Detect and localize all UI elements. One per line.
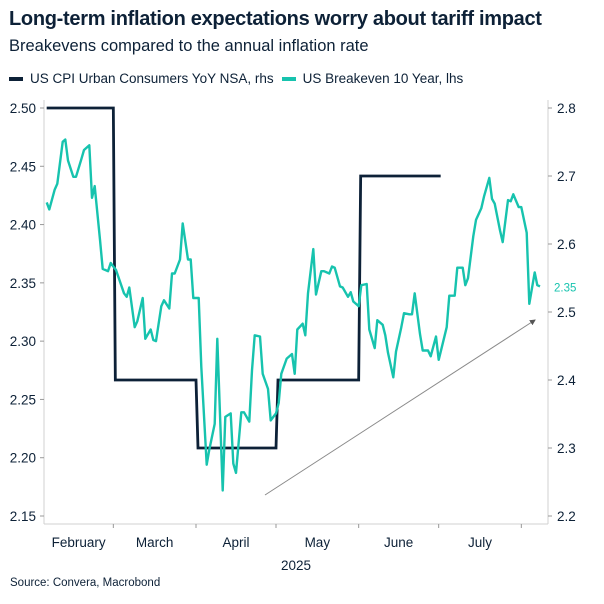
left-tick-label: 2.35	[10, 276, 36, 291]
x-tick-label: April	[222, 535, 249, 550]
cpi-series-line	[46, 106, 441, 450]
x-tick-label: February	[52, 535, 106, 550]
legend-swatch-cpi	[9, 76, 23, 81]
x-tick-label: March	[136, 535, 174, 550]
right-tick-label: 2.4	[557, 373, 576, 388]
left-tick-label: 2.45	[10, 159, 36, 174]
last-value-label: 2.35	[554, 282, 576, 294]
source-note: Source: Convera, Macrobond	[10, 577, 161, 589]
right-tick-label: 2.6	[557, 237, 576, 252]
breakeven-series-line	[45, 138, 541, 492]
left-tick-label: 2.40	[10, 218, 36, 233]
trend-arrow	[264, 319, 536, 496]
legend-label-breakeven: US Breakeven 10 Year, lhs	[302, 71, 464, 86]
left-tick-label: 2.25	[10, 392, 36, 407]
right-tick-label: 2.3	[557, 441, 576, 456]
legend: US CPI Urban Consumers YoY NSA, rhs US B…	[9, 71, 463, 86]
left-tick-label: 2.15	[10, 509, 36, 524]
x-tick-label: May	[305, 535, 331, 550]
right-tick-label: 2.8	[557, 101, 576, 116]
right-tick-label: 2.2	[557, 509, 576, 524]
chart-title: Long-term inflation expectations worry a…	[9, 8, 542, 30]
x-tick-label: June	[384, 535, 413, 550]
left-tick-label: 2.20	[10, 451, 36, 466]
right-tick-label: 2.5	[557, 305, 576, 320]
x-tick-label: July	[468, 535, 492, 550]
x-year-label: 2025	[281, 558, 311, 573]
left-tick-label: 2.30	[10, 334, 36, 349]
legend-label-cpi: US CPI Urban Consumers YoY NSA, rhs	[30, 71, 274, 86]
left-tick-label: 2.50	[10, 101, 36, 116]
right-tick-label: 2.7	[557, 169, 576, 184]
chart-subtitle: Breakevens compared to the annual inflat…	[9, 37, 369, 55]
legend-swatch-breakeven	[281, 76, 296, 81]
